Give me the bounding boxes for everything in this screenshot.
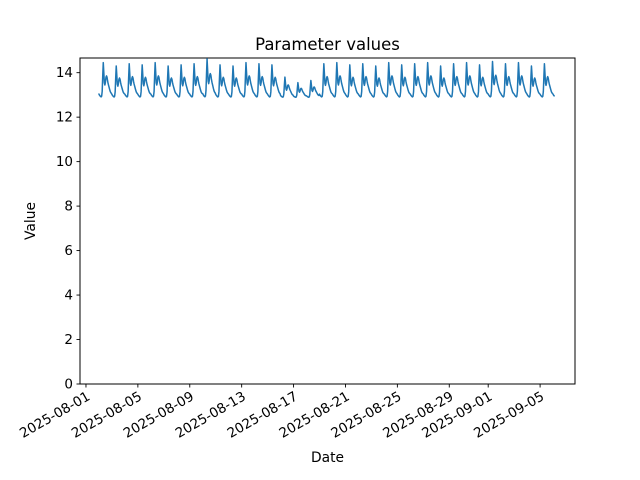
x-axis-label: Date	[311, 450, 344, 466]
chart-title: Parameter values	[255, 35, 400, 54]
y-tick-label: 14	[56, 65, 73, 81]
x-axis-ticks: 2025-08-012025-08-052025-08-092025-08-13…	[17, 384, 547, 442]
y-tick-label: 2	[64, 332, 73, 348]
series-line	[98, 58, 555, 99]
y-axis-ticks: 0 2 4 6 8 10 12 14	[56, 65, 80, 393]
y-tick-label: 6	[64, 243, 73, 259]
y-tick-label: 10	[56, 154, 73, 170]
y-tick-label: 8	[64, 199, 73, 215]
y-tick-label: 4	[64, 288, 73, 304]
y-tick-label: 0	[64, 377, 73, 393]
plot-area	[79, 57, 576, 385]
y-tick-label: 12	[56, 110, 73, 126]
y-axis-label: Value	[23, 202, 39, 240]
